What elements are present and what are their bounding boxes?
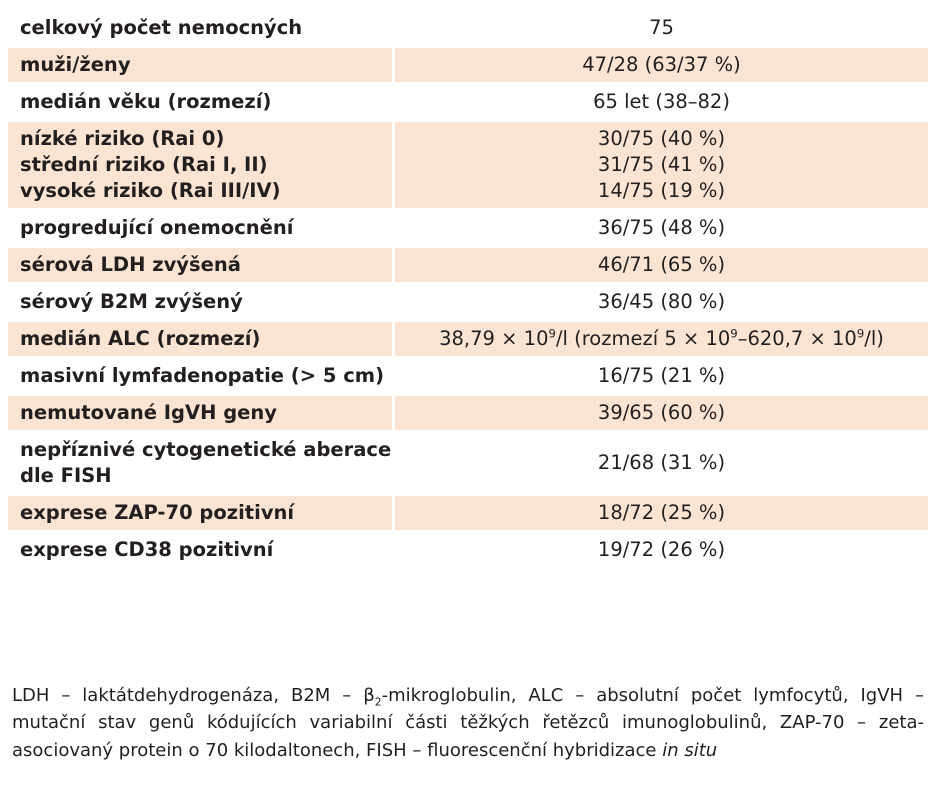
- row-label: celkový počet nemocných: [20, 16, 303, 39]
- table-footnote: LDH – laktátdehydrogenáza, B2M – β2-mikr…: [12, 682, 924, 764]
- value-fragment: /l): [864, 327, 884, 350]
- footnote-text-2: -mikroglobulin, ALC – absolutní počet ly…: [12, 685, 925, 761]
- row-label-cell: sérový B2M zvýšený: [8, 285, 395, 319]
- row-label: medián ALC (rozmezí): [20, 327, 261, 350]
- row-label: sérový B2M zvýšený: [20, 290, 243, 313]
- row-label-cell: nepříznivé cytogenetické aberace dle FISH: [8, 433, 395, 493]
- value-fragment: –620,7 × 10: [737, 327, 857, 350]
- row-value: 19/72 (26 %): [597, 538, 726, 561]
- row-value: 18/72 (25 %): [597, 501, 726, 524]
- exponent: 9: [548, 326, 556, 341]
- row-value-cell: 65 let (38–82): [395, 85, 928, 119]
- row-value-cell: 39/65 (60 %): [395, 396, 928, 430]
- row-value-cell: 36/45 (80 %): [395, 285, 928, 319]
- row-label: nízké riziko (Rai 0): [20, 127, 225, 150]
- row-value: 30/75 (40 %): [597, 127, 726, 150]
- row-label-cell: masivní lymfadenopatie (> 5 cm): [8, 359, 395, 393]
- row-value: 46/71 (65 %): [597, 253, 726, 276]
- row-label-cell: sérová LDH zvýšená: [8, 248, 395, 282]
- row-label: sérová LDH zvýšená: [20, 253, 241, 276]
- row-label: vysoké riziko (Rai III/IV): [20, 179, 281, 202]
- footnote-subscript: 2: [374, 695, 382, 709]
- row-label-cell: celkový počet nemocných: [8, 11, 395, 45]
- row-value: 65 let (38–82): [593, 90, 730, 113]
- row-label-cell: medián ALC (rozmezí): [8, 322, 395, 356]
- table-row: exprese ZAP-70 pozitivní 18/72 (25 %): [8, 496, 928, 530]
- row-label-cell: exprese ZAP-70 pozitivní: [8, 496, 395, 530]
- footnote-text-1: LDH – laktátdehydrogenáza, B2M – β: [12, 685, 375, 706]
- row-value-cell: 36/75 (48 %): [395, 211, 928, 245]
- row-value-cell: 75: [395, 11, 928, 45]
- table-row: nízké riziko (Rai 0) střední riziko (Rai …: [8, 122, 928, 208]
- row-value: 36/75 (48 %): [597, 216, 726, 239]
- table-row: sérový B2M zvýšený 36/45 (80 %): [8, 285, 928, 319]
- row-label: exprese CD38 pozitivní: [20, 538, 274, 561]
- table-row: nemutované IgVH geny 39/65 (60 %): [8, 396, 928, 430]
- table-row: celkový počet nemocných 75: [8, 11, 928, 45]
- row-label-cell: progredující onemocnění: [8, 211, 395, 245]
- value-fragment: /l (rozmezí 5 × 10: [555, 327, 731, 350]
- row-value: 14/75 (19 %): [597, 179, 726, 202]
- exponent: 9: [856, 326, 865, 341]
- row-value: 47/28 (63/37 %): [582, 53, 741, 76]
- row-value-cell: 18/72 (25 %): [395, 496, 928, 530]
- row-label: progredující onemocnění: [20, 216, 294, 239]
- row-value: 36/45 (80 %): [597, 290, 726, 313]
- row-value: 31/75 (41 %): [597, 153, 726, 176]
- row-label: nepříznivé cytogenetické aberace: [20, 438, 392, 461]
- row-label: střední riziko (Rai I, II): [20, 153, 268, 176]
- row-label: dle FISH: [20, 464, 112, 487]
- row-value: 21/68 (31 %): [597, 451, 726, 474]
- row-value-cell: 30/75 (40 %) 31/75 (41 %) 14/75 (19 %): [395, 122, 928, 208]
- row-value: 38,79 × 109/l (rozmezí 5 × 109–620,7 × 1…: [395, 326, 928, 352]
- table-row: muži/ženy 47/28 (63/37 %): [8, 48, 928, 82]
- patient-characteristics-table: celkový počet nemocných 75 muži/ženy 47/28 …: [8, 8, 928, 570]
- table-row: progredující onemocnění 36/75 (48 %): [8, 211, 928, 245]
- row-value-cell: 16/75 (21 %): [395, 359, 928, 393]
- table-row: sérová LDH zvýšená 46/71 (65 %): [8, 248, 928, 282]
- row-label-cell: medián věku (rozmezí): [8, 85, 395, 119]
- row-label-cell: nízké riziko (Rai 0) střední riziko (Rai …: [8, 122, 395, 208]
- value-fragment: 38,79 × 10: [439, 327, 549, 350]
- table-body: celkový počet nemocných 75 muži/ženy 47/28 …: [8, 11, 928, 567]
- row-label: muži/ženy: [20, 53, 131, 76]
- row-label-cell: muži/ženy: [8, 48, 395, 82]
- row-label: masivní lymfadenopatie (> 5 cm): [20, 364, 384, 387]
- row-label: nemutované IgVH geny: [20, 401, 277, 424]
- table-row: masivní lymfadenopatie (> 5 cm) 16/75 (21…: [8, 359, 928, 393]
- row-value-cell: 47/28 (63/37 %): [395, 48, 928, 82]
- table-row: medián věku (rozmezí) 65 let (38–82): [8, 85, 928, 119]
- exponent: 9: [730, 326, 738, 341]
- row-value-cell: 19/72 (26 %): [395, 533, 928, 567]
- row-value-cell: 21/68 (31 %): [395, 433, 928, 493]
- table-row: exprese CD38 pozitivní 19/72 (26 %): [8, 533, 928, 567]
- table-row: nepříznivé cytogenetické aberace dle FISH…: [8, 433, 928, 493]
- footnote-italic: in situ: [662, 739, 718, 761]
- row-label: medián věku (rozmezí): [20, 90, 272, 113]
- row-value-cell: 46/71 (65 %): [395, 248, 928, 282]
- row-value: 75: [649, 16, 674, 39]
- table-row: medián ALC (rozmezí) 38,79 × 109/l (rozme…: [8, 322, 928, 356]
- row-label-cell: exprese CD38 pozitivní: [8, 533, 395, 567]
- row-label: exprese ZAP-70 pozitivní: [20, 501, 295, 524]
- row-value: 16/75 (21 %): [597, 364, 726, 387]
- row-value-cell: 38,79 × 109/l (rozmezí 5 × 109–620,7 × 1…: [395, 322, 928, 356]
- row-value: 39/65 (60 %): [597, 401, 726, 424]
- row-label-cell: nemutované IgVH geny: [8, 396, 395, 430]
